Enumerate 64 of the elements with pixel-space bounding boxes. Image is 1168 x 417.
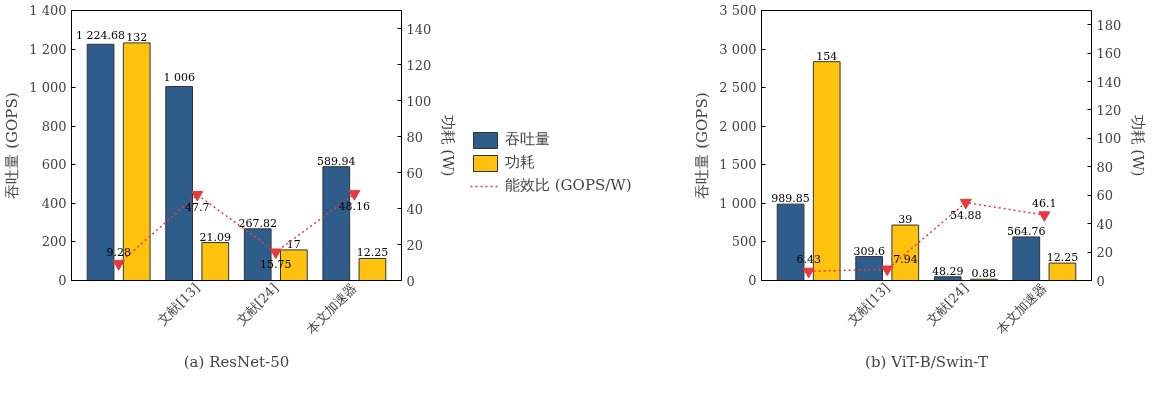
y2-tick-label: 0 xyxy=(406,273,415,289)
y2-tick-label: 120 xyxy=(406,57,432,73)
data-label: 21.09 xyxy=(199,230,232,244)
y-tick-label: 600 xyxy=(41,157,67,173)
y-tick-label: 800 xyxy=(41,118,67,134)
data-label: 132 xyxy=(126,30,148,44)
y2-axis-title: 功耗 (W) xyxy=(439,114,458,177)
y2-tick-label: 60 xyxy=(406,165,424,181)
y2-tick-label: 120 xyxy=(1096,102,1122,118)
data-label: 17 xyxy=(286,237,301,251)
y2-tick-label: 40 xyxy=(406,201,424,217)
y2-tick-label: 80 xyxy=(1096,159,1114,175)
y2-tick-label: 100 xyxy=(1096,131,1122,147)
text: (a) ResNet-50 xyxy=(183,352,290,371)
y-axis-title: 吞吐量 (GOPS) xyxy=(693,92,712,199)
data-label: 12.25 xyxy=(356,246,389,260)
y2-tick-label: 100 xyxy=(406,93,432,109)
y2-tick-label: 20 xyxy=(1096,245,1114,261)
y-axis-title: 吞吐量 (GOPS) xyxy=(3,92,22,199)
y-tick-label: 0 xyxy=(58,273,67,288)
data-label: 54.88 xyxy=(950,208,982,222)
y-tick-label: 200 xyxy=(41,234,67,250)
y-tick-label: 3 500 xyxy=(719,3,757,18)
y-tick-label: 1 500 xyxy=(719,157,757,173)
y2-tick-label: 180 xyxy=(1096,17,1122,33)
x-tick-label: 本文加速器 xyxy=(303,280,360,337)
y2-tick-label: 140 xyxy=(406,21,432,37)
y-tick-label: 0 xyxy=(748,273,757,288)
y2-axis-title: 功耗 (W) xyxy=(1129,114,1148,177)
data-label: 39 xyxy=(898,213,913,227)
x-tick-label: 本文加速器 xyxy=(993,280,1050,337)
text: (b) ViT-B/Swin-T xyxy=(865,352,988,371)
data-label: 309.6 xyxy=(853,244,885,258)
data-label: 1 224.68 xyxy=(76,29,126,43)
data-label: 12.25 xyxy=(1046,251,1079,265)
y-tick-label: 1 000 xyxy=(29,80,67,96)
y2-tick-label: 140 xyxy=(1096,74,1122,90)
y2-tick-label: 160 xyxy=(1096,46,1122,62)
data-label: 46.1 xyxy=(1032,196,1057,210)
legend-label: 吞吐量 xyxy=(505,130,550,149)
y-tick-label: 3 000 xyxy=(719,41,757,57)
data-label: 0.88 xyxy=(971,267,997,281)
y-tick-label: 500 xyxy=(731,234,757,250)
y-tick-label: 2 500 xyxy=(719,80,757,96)
data-label: 989.85 xyxy=(771,192,810,206)
data-label: 154 xyxy=(816,49,838,63)
data-label: 7.94 xyxy=(893,253,918,267)
y2-tick-label: 0 xyxy=(1096,273,1105,289)
legend-label: 功耗 xyxy=(505,153,535,172)
data-label: 589.94 xyxy=(317,154,356,168)
y-tick-label: 1 400 xyxy=(29,3,67,18)
y-tick-label: 400 xyxy=(41,195,67,211)
data-label: 1 006 xyxy=(163,71,195,85)
legend-label: 能效比 (GOPS/W) xyxy=(505,176,632,195)
y-tick-label: 1 200 xyxy=(29,41,67,57)
y2-tick-label: 60 xyxy=(1096,188,1114,204)
data-label: 267.82 xyxy=(238,216,277,230)
data-label: 564.76 xyxy=(1007,224,1046,238)
y2-tick-label: 20 xyxy=(406,237,424,253)
y2-tick-label: 40 xyxy=(1096,216,1114,232)
data-label: 48.29 xyxy=(931,264,964,278)
y2-tick-label: 80 xyxy=(406,129,424,145)
y-tick-label: 2 000 xyxy=(719,118,757,134)
y-tick-label: 1 000 xyxy=(719,195,757,211)
